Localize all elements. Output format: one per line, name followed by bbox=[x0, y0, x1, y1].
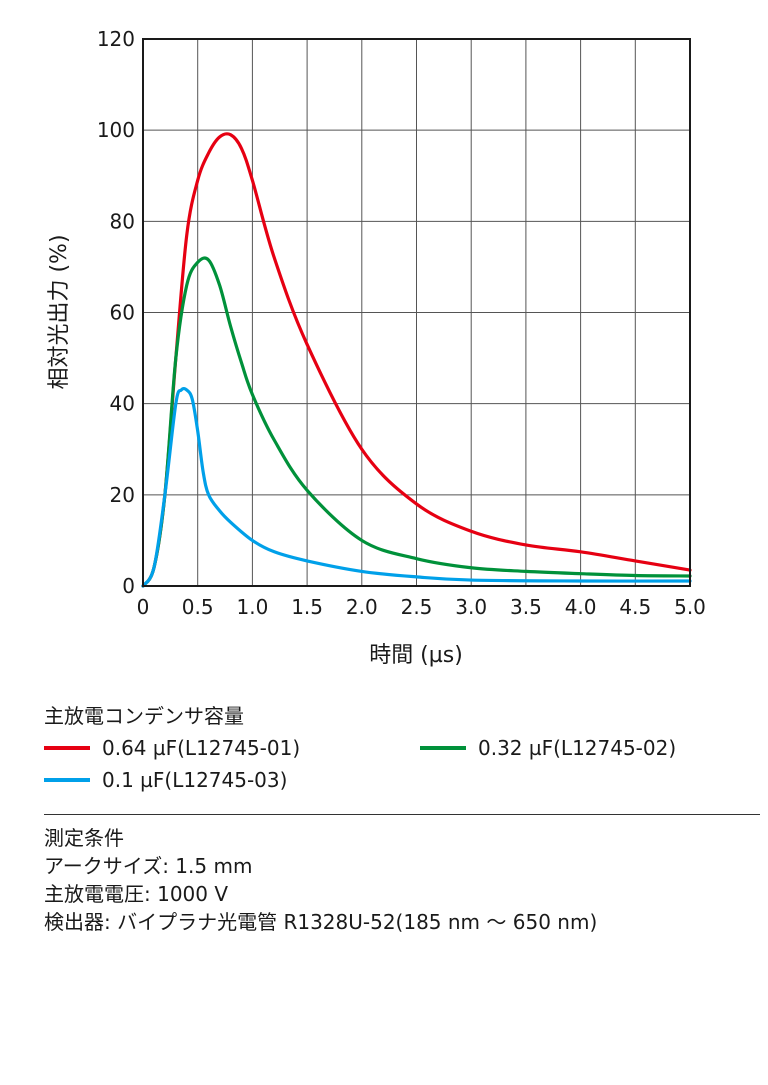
condition-detector: 検出器: バイプラナ光電管 R1328U-52(185 nm ～ 650 nm) bbox=[44, 910, 598, 934]
grid bbox=[143, 39, 690, 586]
legend-label: 0.32 µF(L12745-02) bbox=[478, 736, 677, 760]
legend: 主放電コンデンサ容量 0.64 µF(L12745-01) 0.32 µF(L1… bbox=[44, 700, 744, 792]
x-tick-label: 4.0 bbox=[565, 595, 597, 619]
legend-item-0.64uf: 0.64 µF(L12745-01) bbox=[44, 736, 300, 760]
x-tick-label: 4.5 bbox=[619, 595, 651, 619]
condition-arc-size: アークサイズ: 1.5 mm bbox=[44, 854, 253, 878]
conditions-title: 測定条件 bbox=[44, 826, 124, 850]
y-tick-label: 0 bbox=[122, 574, 135, 598]
y-tick-label: 120 bbox=[97, 27, 135, 51]
x-tick-label: 3.0 bbox=[455, 595, 487, 619]
condition-voltage: 主放電電圧: 1000 V bbox=[44, 882, 229, 906]
y-tick-label: 80 bbox=[110, 209, 135, 233]
series-line-1 bbox=[141, 256, 692, 588]
chart: 0 0.5 1.0 1.5 2.0 2.5 3.0 3.5 4.0 4.5 5.0 0 20 40 60 8… bbox=[47, 27, 706, 668]
legend-swatch-blue bbox=[44, 778, 90, 782]
x-axis-label: 時間 (µs) bbox=[369, 643, 463, 668]
x-tick-label: 1.0 bbox=[236, 595, 268, 619]
legend-label: 0.1 µF(L12745-03) bbox=[102, 768, 288, 792]
x-tick-label: 0.5 bbox=[182, 595, 214, 619]
y-tick-label: 40 bbox=[110, 392, 135, 416]
y-axis-label: 相対光出力 (%) bbox=[47, 234, 72, 389]
x-tick-labels: 0 0.5 1.0 1.5 2.0 2.5 3.0 3.5 4.0 4.5 5.0 bbox=[137, 595, 706, 619]
divider bbox=[44, 814, 760, 815]
plot-frame bbox=[142, 38, 691, 587]
legend-item-0.1uf: 0.1 µF(L12745-03) bbox=[44, 768, 287, 792]
x-tick-label: 2.0 bbox=[346, 595, 378, 619]
y-tick-label: 20 bbox=[110, 483, 135, 507]
x-tick-label: 0 bbox=[137, 595, 150, 619]
y-tick-label: 60 bbox=[110, 301, 135, 325]
series-lines bbox=[141, 132, 692, 588]
y-tick-labels: 0 20 40 60 80 100 120 bbox=[97, 27, 135, 598]
x-tick-label: 1.5 bbox=[291, 595, 323, 619]
legend-swatch-green bbox=[420, 746, 466, 750]
series-line-2 bbox=[141, 386, 692, 588]
legend-item-0.32uf: 0.32 µF(L12745-02) bbox=[420, 736, 676, 760]
x-tick-label: 5.0 bbox=[674, 595, 706, 619]
x-tick-label: 2.5 bbox=[401, 595, 433, 619]
legend-swatch-red bbox=[44, 746, 90, 750]
legend-label: 0.64 µF(L12745-01) bbox=[102, 736, 301, 760]
y-tick-label: 100 bbox=[97, 118, 135, 142]
measurement-conditions: 測定条件 アークサイズ: 1.5 mm 主放電電圧: 1000 V 検出器: バ… bbox=[44, 824, 597, 936]
legend-title: 主放電コンデンサ容量 bbox=[44, 704, 244, 728]
x-tick-label: 3.5 bbox=[510, 595, 542, 619]
